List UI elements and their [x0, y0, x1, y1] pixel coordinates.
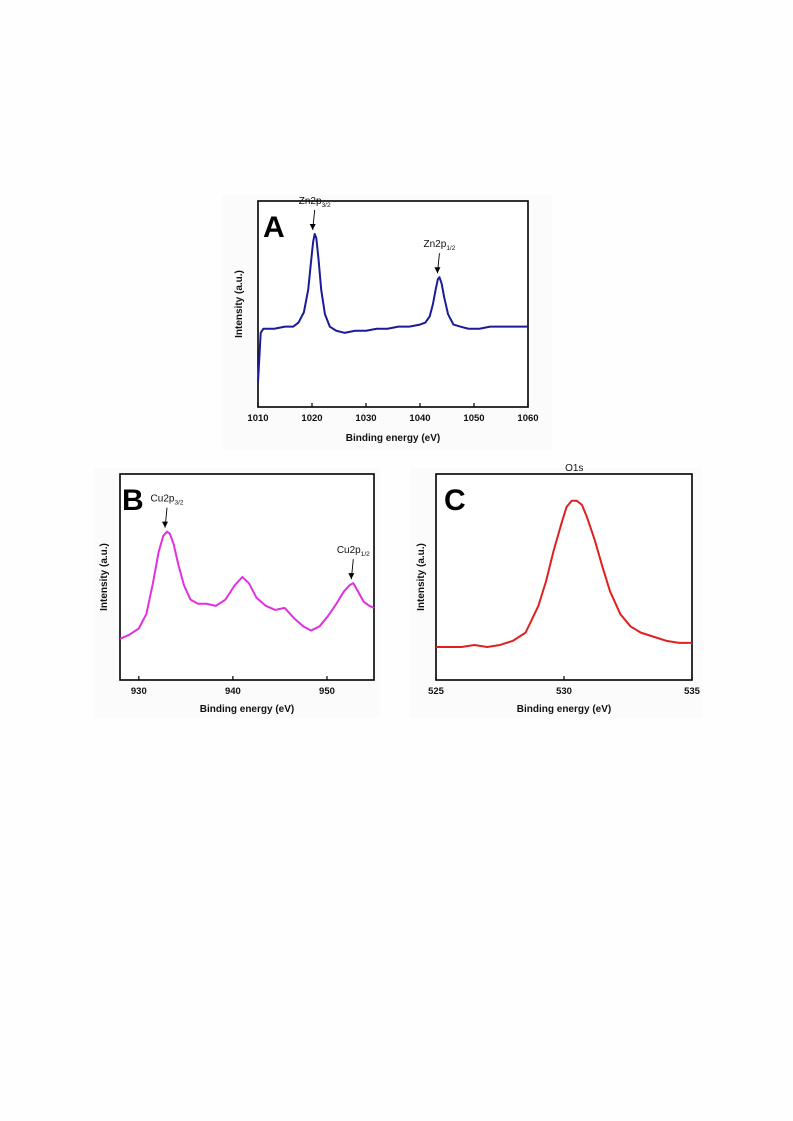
b-x-tick-label: 950 [319, 686, 335, 697]
panel-b-plot-frame [119, 473, 375, 681]
a-x-tick-label: 1020 [301, 413, 322, 424]
panel-c-peak-label: O1s [565, 463, 583, 474]
b-x-tick-label: 930 [131, 686, 147, 697]
panel-a-marks: 1010 1020 1030 1040 1050 1060 Zn2p3/2 Zn2p1/2 [247, 196, 538, 424]
panel-b-arrow-head [162, 521, 169, 528]
panel-a-chart: A 1010 1020 1030 1040 1050 1060 Zn2p3/2 Zn2p1/2… [222, 195, 552, 450]
panel-a-peak-label: Zn2p3/2 [299, 196, 331, 209]
panel-a-arrow-head [434, 267, 441, 274]
panel-c-y-axis-label: Intensity (a.u.) [416, 543, 427, 611]
b-x-tick-label: 940 [225, 686, 241, 697]
panel-a-series-line [257, 232, 528, 383]
panel-b-peak-label: Cu2p3/2 [151, 494, 184, 507]
panel-a-plot-frame [257, 200, 529, 408]
a-x-tick-label: 1050 [463, 413, 484, 424]
panel-a-x-axis-label: Binding energy (eV) [346, 433, 440, 444]
panel-b-marks: 930 940 950 Cu2p3/2 Cu2p1/2 [119, 494, 375, 697]
panel-b-x-axis-label: Binding energy (eV) [200, 704, 294, 715]
panel-c-series-line [436, 499, 692, 649]
panel-c-x-axis-label: Binding energy (eV) [517, 704, 611, 715]
panel-a-peak-label: Zn2p1/2 [424, 239, 456, 252]
panel-c-marks: 525 530 535 O1s [428, 463, 701, 697]
panel-b-y-axis-label: Intensity (a.u.) [99, 543, 110, 611]
panel-c-letter: C [444, 484, 466, 517]
panel-c-plot-frame [435, 473, 693, 681]
panel-b-arrow-head [348, 573, 355, 580]
panel-a-arrow-head [309, 223, 316, 230]
panel-b-series-line [119, 530, 375, 640]
panel-a-letter: A [263, 211, 285, 244]
panel-b-letter: B [122, 484, 144, 517]
panel-b-peak-label: Cu2p1/2 [337, 545, 370, 558]
a-x-tick-label: 1040 [409, 413, 430, 424]
panel-c-chart: C 525 530 535 O1s Binding energy (eV) Inten… [410, 463, 702, 718]
c-x-tick-label: 530 [556, 686, 572, 697]
a-x-tick-label: 1030 [355, 413, 376, 424]
a-x-tick-label: 1060 [517, 413, 538, 424]
a-x-tick-label: 1010 [247, 413, 268, 424]
c-x-tick-label: 535 [684, 686, 701, 697]
panel-a-y-axis-label: Intensity (a.u.) [234, 270, 245, 338]
c-x-tick-label: 525 [428, 686, 445, 697]
panel-b-chart: B 930 940 950 Cu2p3/2 Cu2p1/2 Binding energy… [94, 468, 380, 718]
